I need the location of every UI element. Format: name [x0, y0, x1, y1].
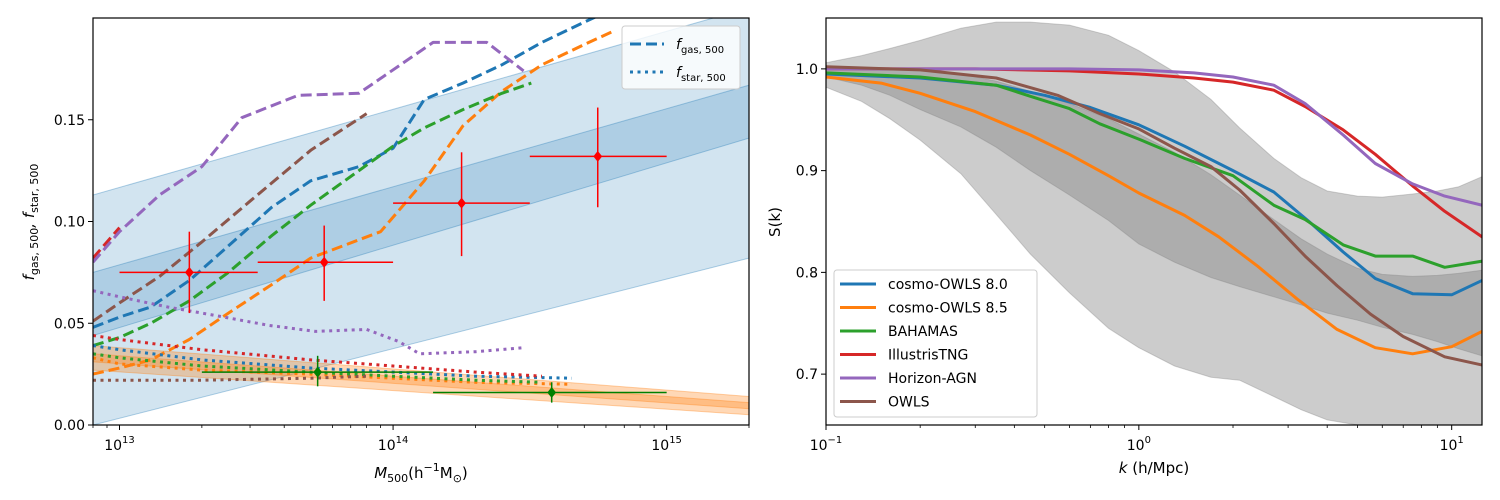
legend-box [833, 269, 1038, 418]
left-series-owls-star [93, 374, 367, 382]
left-xtick-label: 1015 [651, 435, 682, 454]
label-symbol: M [374, 464, 387, 482]
right-x-axis-label: k (h/Mpc) [1119, 459, 1189, 477]
label-text: (h/Mpc) [1127, 459, 1189, 477]
left-xtick-label: 1013 [104, 435, 135, 454]
tick-base: 10 [104, 438, 122, 454]
left-ytick-label: 0.05 [54, 316, 85, 332]
right-series-cosmo-owls-8-5 [826, 75, 1482, 356]
right-legend: cosmo-OWLS 8.0 cosmo-OWLS 8.5 BAHAMAS Illus… [833, 269, 1038, 418]
diamond-marker [319, 256, 329, 268]
left-series-illustristng-gas [93, 226, 121, 260]
right-series-owls [826, 65, 1482, 367]
right-ytick-label: 1.0 [796, 62, 818, 78]
right-series-horizon-agn [826, 67, 1482, 207]
left-series-cosmo-owls-8-5-gas [93, 28, 617, 376]
tick-exponent: 15 [669, 435, 682, 446]
tick-base: 10 [1440, 438, 1458, 454]
left-plot-area [93, 18, 749, 425]
left-gas-data-point-2 [257, 225, 394, 301]
legend-box [621, 25, 741, 90]
right-series-illustristng [826, 67, 1482, 239]
diamond-marker [457, 197, 466, 209]
tick-base: 10 [651, 438, 669, 454]
tick-exponent: 1 [1457, 435, 1463, 446]
label-unit-subscript: ⊙ [453, 472, 462, 485]
label-symbol: , f [20, 210, 38, 228]
label-subscript: 500 [387, 472, 408, 485]
label-subscript: gas, 500 [681, 45, 724, 56]
left-series-cosmo-owls-8-0-star [93, 344, 572, 380]
left-y-axis-label: fgas, 500, fstar, 500 [20, 164, 41, 281]
legend-label-cosmo-owls-8-0: cosmo-OWLS 8.0 [888, 277, 1008, 293]
right-ytick-label: 0.8 [796, 265, 818, 281]
tick-base: 10 [378, 438, 396, 454]
label-symbol: f [676, 65, 683, 81]
left-series-owls-gas [93, 112, 368, 323]
label-text: (h [408, 464, 423, 482]
left-series-horizon-agn-star [93, 289, 524, 356]
label-text: ) [462, 464, 468, 482]
diamond-marker [184, 266, 194, 278]
left-gas-data-point-3 [393, 152, 530, 257]
left-series-cosmo-owls-8-5-star [93, 356, 572, 386]
left-ytick-label: 0.00 [54, 418, 85, 434]
legend-label-illustristng: IllustrisTNG [888, 348, 968, 364]
left-gas-data-point-4 [529, 107, 667, 208]
right-ytick-label: 0.9 [796, 164, 818, 180]
diamond-marker [313, 366, 323, 378]
tick-exponent: 14 [396, 435, 409, 446]
left-star-data-point-2 [433, 382, 667, 403]
legend-label-gas-500: fgas, 500 [676, 37, 724, 56]
right-plot-area [826, 21, 1482, 425]
left-series-illustristng-star [93, 334, 542, 378]
diamond-marker [547, 386, 557, 398]
left-series-horizon-agn-gas [93, 40, 525, 264]
tick-base: 10 [810, 438, 828, 454]
right-xtick-label: 100 [1127, 435, 1151, 454]
label-subscript: gas, 500 [28, 228, 41, 275]
left-ytick-label: 0.15 [54, 113, 85, 129]
right-y-axis-label: S(k) [766, 207, 784, 237]
left-series-bahamas-gas [93, 81, 532, 348]
right-ytick-label: 0.7 [796, 367, 818, 383]
tick-exponent: 0 [1145, 435, 1151, 446]
diamond-marker [593, 150, 603, 162]
label-symbol: k [1119, 459, 1129, 477]
left-x-axis-label: M500(h−1M⊙) [374, 461, 468, 485]
label-superscript: −1 [424, 461, 440, 474]
label-unit: M [440, 464, 453, 482]
legend-label-horizon-agn: Horizon-AGN [888, 371, 977, 387]
right-axes-frame [825, 17, 1483, 426]
label-symbol: f [20, 272, 38, 280]
tick-exponent: 13 [122, 435, 135, 446]
right-series-cosmo-owls-8-0 [826, 72, 1482, 297]
right-xtick-label: 10−1 [810, 435, 843, 454]
tick-base: 10 [1127, 438, 1145, 454]
left-ytick-label: 0.10 [54, 215, 85, 231]
left-gas-data-point-1 [119, 231, 258, 314]
right-inner-band [826, 67, 1482, 357]
right-outer-band [826, 21, 1482, 425]
tick-exponent: −1 [828, 435, 843, 446]
left-star-inner-band [93, 353, 749, 410]
label-subscript: star, 500 [681, 73, 726, 84]
legend-label-cosmo-owls-8-5: cosmo-OWLS 8.5 [888, 301, 1008, 317]
legend-label-bahamas: BAHAMAS [888, 324, 958, 340]
label-subscript: star, 500 [28, 164, 41, 213]
left-xtick-label: 1014 [378, 435, 409, 454]
right-xtick-label: 101 [1440, 435, 1464, 454]
left-star-data-point-1 [201, 355, 434, 387]
label-symbol: f [676, 37, 683, 53]
legend-label-owls: OWLS [888, 395, 930, 411]
legend-label-star-500: fstar, 500 [676, 65, 726, 84]
